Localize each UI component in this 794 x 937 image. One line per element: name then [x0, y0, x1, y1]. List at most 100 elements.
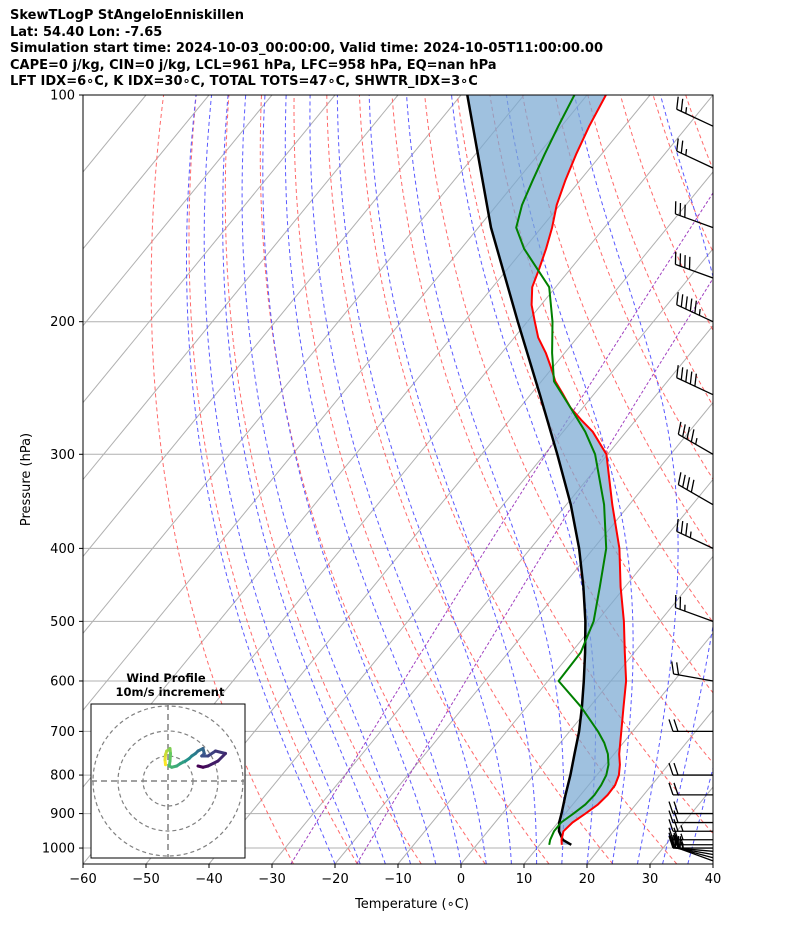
axes: −60 −50 −40 −30 −20 −10 0 10 20 30 40 1000 900 800 700…	[19, 89, 721, 913]
x-tick-label: 40	[705, 872, 722, 887]
moist-adiabat	[712, 862, 713, 864]
wind-barb	[668, 832, 713, 846]
wind-barb	[674, 201, 714, 229]
wind-barb	[668, 801, 713, 815]
wind-barb	[668, 835, 713, 849]
isotherm-gridline	[334, 401, 713, 864]
wind-barb	[677, 472, 714, 506]
chart-header: SkewTLogP StAngeloEnniskillen Lat: 54.40…	[10, 8, 603, 91]
x-axis-label: Temperature (∘C)	[354, 897, 469, 912]
moist-adiabat	[687, 766, 713, 864]
wind-barbs	[668, 96, 714, 862]
x-tick-label: 20	[579, 872, 596, 887]
moist-adiabat	[406, 95, 565, 864]
time-line: Simulation start time: 2024-10-03_00:00:…	[10, 41, 603, 56]
wind-barb	[676, 292, 714, 323]
isotherm-gridline	[83, 95, 210, 250]
hodograph-subtitle: 10m/s increment	[116, 685, 225, 699]
dry-adiabat	[188, 95, 358, 864]
y-tick-label: 400	[50, 542, 75, 557]
cape-line: CAPE=0 j/kg, CIN=0 j/kg, LCL=961 hPa, LF…	[10, 57, 497, 73]
dry-adiabat	[587, 95, 713, 407]
y-tick-label: 300	[50, 448, 75, 463]
wind-barb	[677, 421, 714, 455]
dry-adiabat	[224, 95, 422, 864]
dry-adiabat	[259, 95, 486, 864]
moist-adiabat	[241, 95, 412, 864]
hodograph-segment	[206, 759, 220, 768]
wind-barb	[668, 782, 713, 796]
y-tick-label: 200	[50, 315, 75, 330]
isotherm-gridline	[83, 95, 399, 481]
isotherm-gridline	[397, 478, 713, 864]
hodograph-segment	[216, 752, 227, 763]
wind-barb	[676, 138, 714, 169]
dry-adiabat	[358, 95, 678, 864]
wind-barb	[668, 819, 713, 832]
dry-adiabat	[424, 95, 713, 764]
y-tick-label: 500	[50, 615, 75, 630]
hodograph-segment	[206, 749, 217, 758]
dry-adiabat	[293, 95, 550, 864]
x-tick-label: −40	[195, 872, 222, 887]
wind-barb	[668, 719, 713, 733]
isotherm-gridline	[83, 95, 273, 327]
isotherm-gridline	[83, 95, 84, 96]
dry-adiabat	[326, 95, 614, 864]
x-tick-label: −60	[69, 872, 96, 887]
x-tick-label: −30	[258, 872, 285, 887]
moist-adiabat	[336, 95, 512, 864]
isotherm-gridline	[460, 555, 713, 864]
y-tick-label: 600	[50, 674, 75, 689]
dry-adiabat	[751, 95, 794, 864]
x-tick-label: 30	[642, 872, 659, 887]
hodograph-title: Wind Profile	[126, 671, 206, 685]
hodograph-ring	[117, 730, 219, 832]
hodograph-segment	[196, 764, 205, 769]
wind-barb	[668, 827, 713, 841]
wind-barb	[674, 251, 714, 279]
y-tick-label: 1000	[42, 842, 75, 857]
parcel-profile-line	[466, 95, 587, 846]
isotherm-gridline	[586, 709, 713, 864]
y-tick-label: 800	[50, 769, 75, 784]
x-tick-label: −10	[384, 872, 411, 887]
isotherm-gridline	[208, 248, 713, 864]
isotherm-gridline	[83, 95, 336, 404]
moist-adiabat	[262, 95, 437, 864]
dry-adiabat	[619, 95, 713, 332]
wind-barb	[676, 96, 714, 127]
temperature-profile-line	[530, 95, 628, 845]
dry-adiabat	[784, 95, 794, 864]
mixing-ratio-line	[290, 192, 713, 864]
isotherm-gridline	[776, 95, 794, 864]
isotherm-gridline	[712, 863, 713, 864]
index-line: LFT IDX=6∘C, K IDX=30∘C, TOTAL TOTS=47∘C…	[10, 74, 478, 89]
moist-adiabat	[222, 95, 386, 864]
moist-adiabat	[505, 95, 634, 864]
moist-adiabat	[659, 95, 713, 864]
hodograph-plot	[91, 704, 245, 858]
dry-adiabat	[391, 95, 713, 835]
x-tick-label: 10	[516, 872, 533, 887]
y-axis-label: Pressure (hPa)	[19, 433, 34, 526]
location-line: Lat: 54.40 Lon: -7.65	[10, 24, 163, 40]
moist-adiabat	[738, 82, 794, 864]
wind-barb	[671, 661, 714, 682]
y-tick-label: 100	[50, 89, 75, 104]
x-tick-label: 0	[457, 872, 465, 887]
dewpoint-profile-line	[515, 95, 610, 845]
moist-adiabat	[203, 95, 361, 864]
y-tick-label: 700	[50, 725, 75, 740]
x-tick-label: −50	[132, 872, 159, 887]
wind-barb	[668, 810, 713, 824]
moist-adiabat	[186, 95, 336, 864]
wind-barb	[676, 518, 714, 549]
wind-barb	[676, 365, 714, 396]
dry-adiabat	[652, 95, 713, 253]
isotherm-gridline	[83, 95, 525, 635]
y-tick-label: 900	[50, 807, 75, 822]
moist-adiabat	[309, 95, 487, 864]
